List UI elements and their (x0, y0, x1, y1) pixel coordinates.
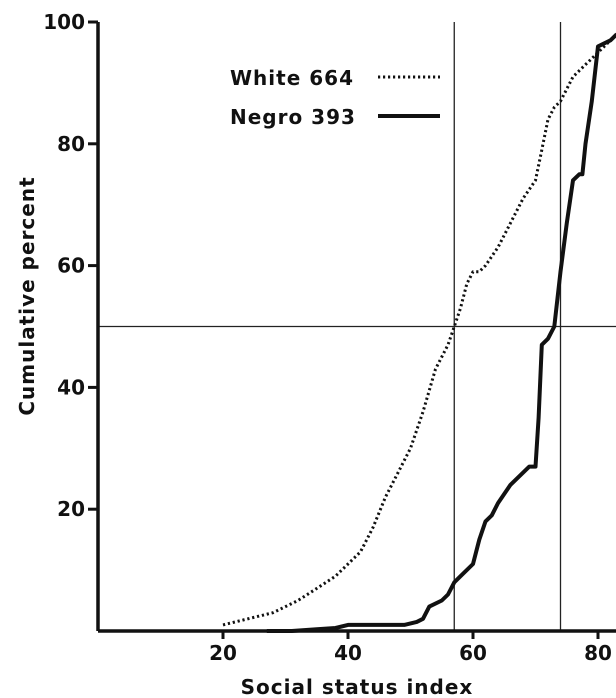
y-tick-label: 20 (57, 497, 85, 521)
x-tick-label: 60 (459, 641, 487, 665)
x-tick-label: 20 (209, 641, 237, 665)
y-axis-title: Cumulative percent (15, 176, 39, 415)
y-tick-label: 100 (43, 10, 85, 34)
axes (88, 20, 616, 639)
series-line-negro (266, 32, 616, 633)
legend-label: White 664 (230, 66, 354, 90)
legend: White 664 Negro 393 (230, 66, 440, 129)
series-line-white (222, 33, 616, 627)
labels: 20 40 60 80 100 20 40 60 80 Social status index Cu… (15, 10, 612, 698)
y-tick-label: 40 (57, 375, 85, 399)
series-layer (222, 32, 616, 633)
y-tick-label: 60 (57, 254, 85, 278)
reference-lines (98, 22, 616, 631)
x-axis-title: Social status index (241, 675, 474, 698)
legend-label: Negro 393 (230, 105, 356, 129)
y-tick-label: 80 (57, 132, 85, 156)
x-tick-label: 80 (584, 641, 612, 665)
x-tick-label: 40 (334, 641, 362, 665)
